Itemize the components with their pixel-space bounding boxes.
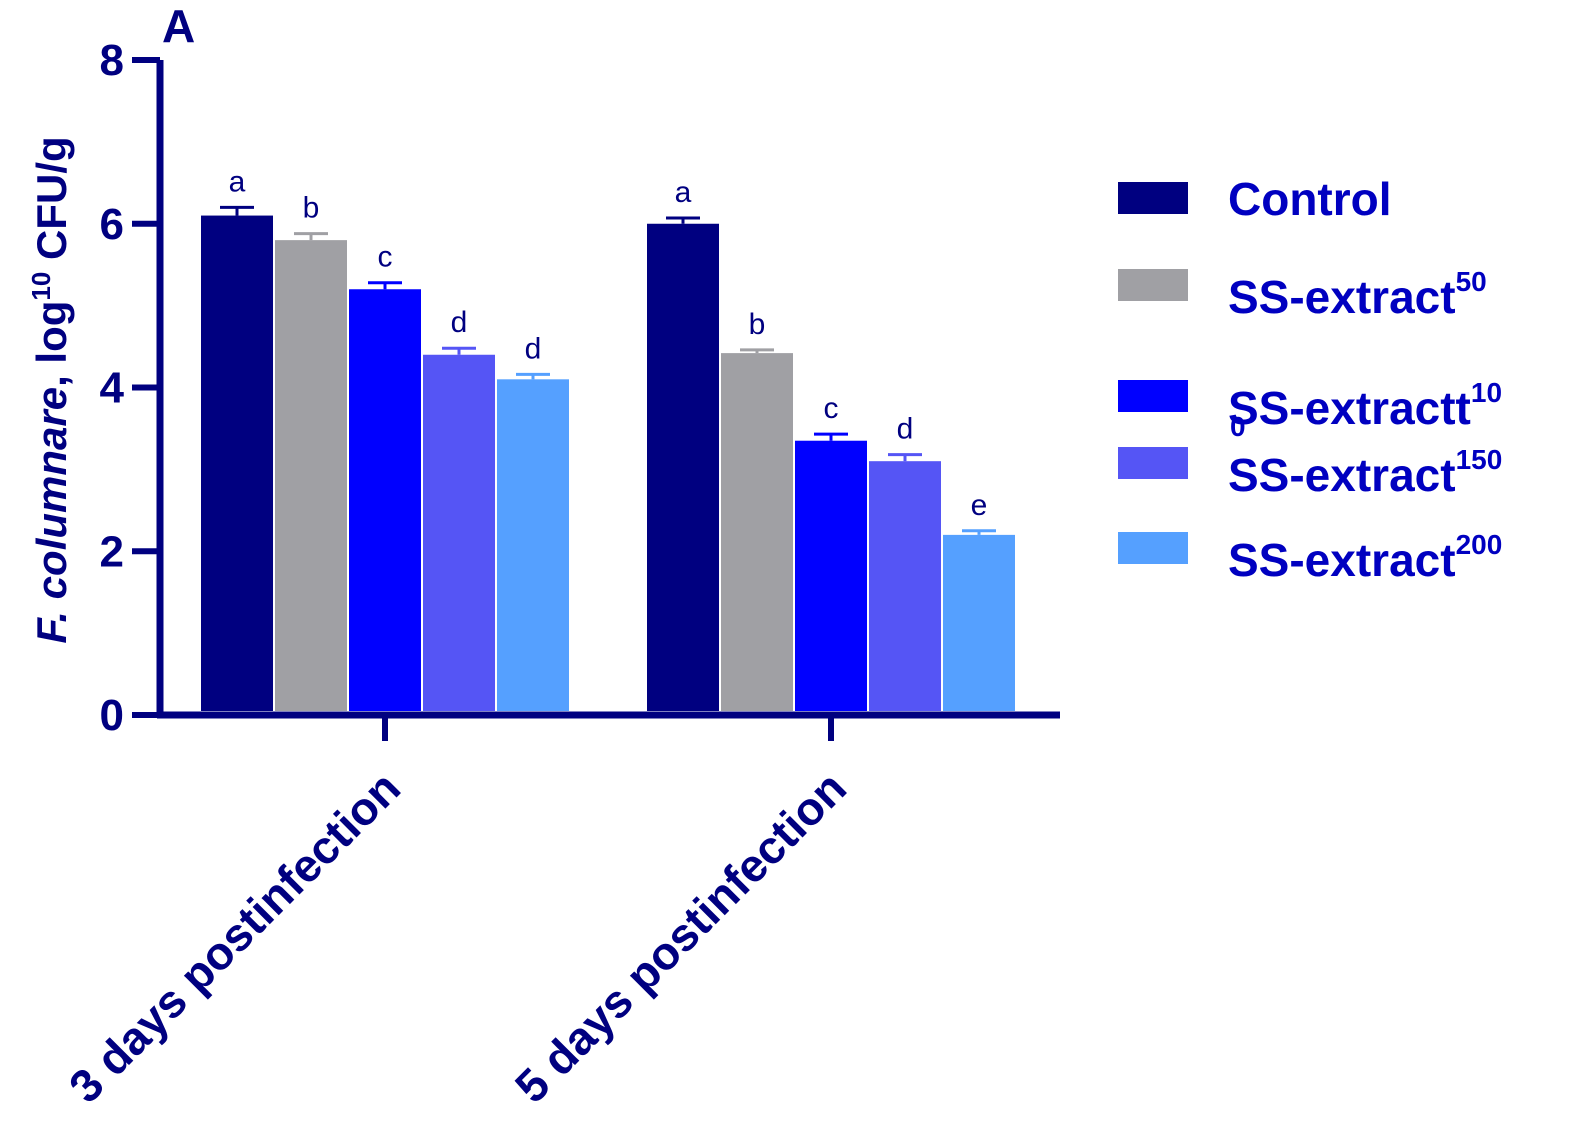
y-axis-label-italic: F. columnare [28, 387, 75, 644]
panel-label: A [162, 0, 195, 52]
y-tick-label: 4 [100, 364, 125, 413]
bar [275, 240, 347, 711]
legend-label-name: SS-extract [1228, 271, 1456, 323]
bar [943, 534, 1015, 711]
x-tick-label: 5 days postinfection [505, 761, 856, 1112]
legend-label: SS-extract200 [1228, 529, 1502, 586]
legend-label: SS-extract50 [1228, 266, 1487, 323]
legend-swatch [1118, 447, 1188, 479]
legend-label-superscript: 150 [1456, 444, 1503, 475]
x-tick-label-group: 5 days postinfection [505, 761, 856, 1112]
legend: ControlSS-extract50SS-extractt100SS-extr… [1118, 173, 1502, 586]
legend-label-name: SS-extract [1228, 534, 1456, 586]
y-axis-label: F. columnare, log10 CFU/g [26, 136, 75, 643]
legend-label-superscript: 10 [1471, 377, 1502, 408]
bar [423, 354, 495, 711]
bar [795, 440, 867, 711]
y-tick-label: 8 [100, 36, 124, 85]
bar [349, 289, 421, 711]
y-tick-label: 6 [100, 200, 124, 249]
legend-swatch [1118, 182, 1188, 214]
legend-swatch [1118, 532, 1188, 564]
x-tick-label-group: 3 days postinfection [59, 761, 410, 1112]
legend-label-name: SS-extract [1228, 449, 1456, 501]
bars: a b c d d a b c d e [201, 165, 1015, 711]
legend-label-superscript: 200 [1456, 529, 1503, 560]
y-axis-label-unit: CFU/g [28, 136, 75, 271]
legend-label: SS-extract150 [1228, 444, 1502, 501]
legend-label-name: Control [1228, 173, 1392, 225]
legend-label: SS-extractt10 [1228, 377, 1502, 434]
y-axis-label-rest: , log [28, 301, 75, 387]
y-axis-label-sup: 10 [26, 272, 56, 301]
legend-label: Control [1228, 173, 1392, 225]
significance-letter: d [451, 306, 468, 339]
bar [647, 223, 719, 711]
legend-label-superscript-wrap: 0 [1230, 411, 1246, 442]
significance-letter: a [675, 176, 692, 209]
significance-letter: c [824, 392, 839, 425]
significance-letter: b [303, 192, 320, 225]
bar [869, 461, 941, 711]
significance-letter: b [749, 308, 766, 341]
x-tick-label: 3 days postinfection [59, 761, 410, 1112]
y-tick-label: 0 [100, 691, 124, 740]
significance-letter: e [971, 489, 988, 522]
bar [497, 379, 569, 711]
significance-letter: d [897, 413, 914, 446]
bar [201, 215, 273, 711]
significance-letter: a [229, 165, 246, 198]
legend-label-superscript: 50 [1456, 266, 1487, 297]
legend-swatch [1118, 269, 1188, 301]
legend-label-name: SS-extractt [1228, 382, 1471, 434]
y-tick-label: 2 [100, 527, 124, 576]
bar [721, 353, 793, 711]
significance-letter: c [378, 241, 393, 274]
legend-swatch [1118, 380, 1188, 412]
significance-letter: d [525, 332, 542, 365]
